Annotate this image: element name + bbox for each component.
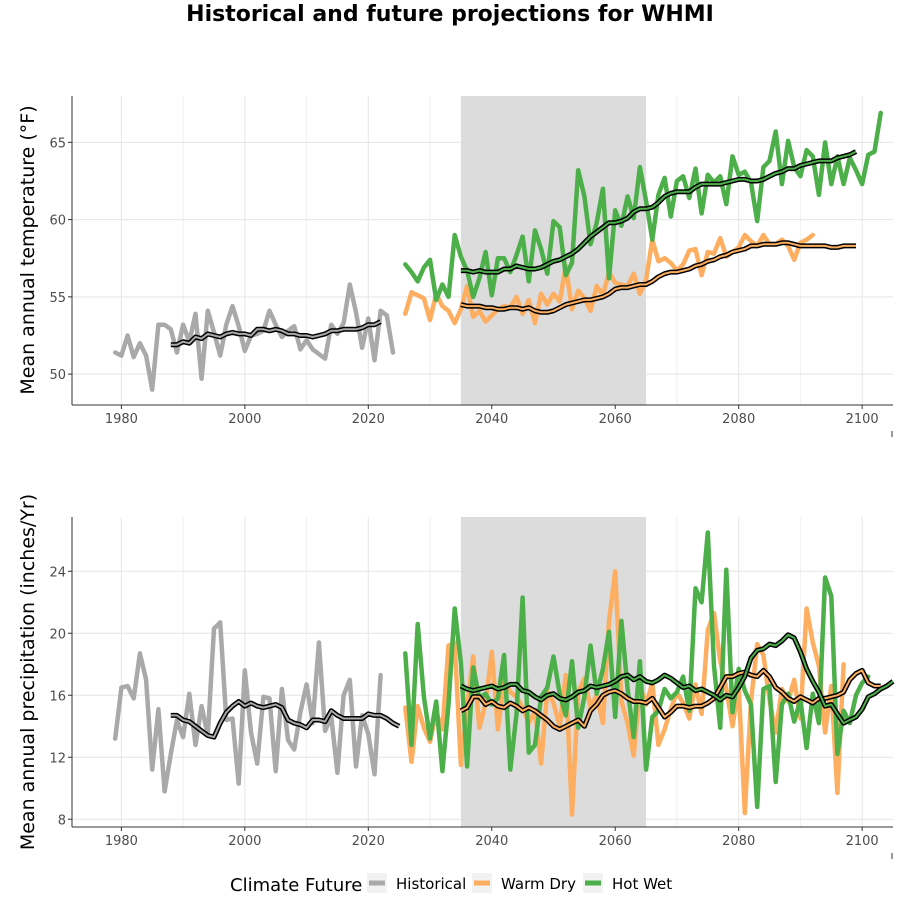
temperature-y-tick-label: 50 xyxy=(49,368,66,383)
temperature-x-tick-label: 1980 xyxy=(105,412,138,427)
precipitation-x-tick-label: 2100 xyxy=(846,834,879,849)
legend-label-hot-wet: Hot Wet xyxy=(612,875,672,893)
precipitation-x-tick-label: 2020 xyxy=(352,834,385,849)
legend-title: Climate Future xyxy=(230,875,362,896)
temperature-y-tick-label: 55 xyxy=(49,291,66,306)
temperature-smoothed-warm-dry xyxy=(460,241,856,314)
precipitation-x-tick-label: 2060 xyxy=(599,834,632,849)
legend-label-warm-dry: Warm Dry xyxy=(501,875,576,893)
temperature-x-tick-label: 2020 xyxy=(352,412,385,427)
precipitation-y-tick-label: 12 xyxy=(49,751,66,766)
temperature-panel: 1980 2000 2020 2040 2060 2080 2100 50 55 60 65 xyxy=(49,96,893,437)
temperature-reference-period xyxy=(460,96,647,405)
precipitation-series-historical xyxy=(112,620,383,794)
temperature-x-tick-label: 2060 xyxy=(599,412,632,427)
chart-title: Historical and future projections for WH… xyxy=(186,2,714,27)
temperature-series-hot-wet xyxy=(403,110,883,303)
legend-label-historical: Historical xyxy=(396,875,466,893)
temperature-y-axis-label: Mean annual temperature (°F) xyxy=(17,105,39,394)
precipitation-y-tick-label: 20 xyxy=(49,627,66,642)
temperature-smoothed-historical xyxy=(170,320,382,346)
precipitation-x-tick-label: 2000 xyxy=(228,834,261,849)
precipitation-smoothed-historical xyxy=(170,700,400,739)
precipitation-smoothed-warm-dry xyxy=(460,669,881,731)
precipitation-y-axis-label: Mean annual precipitation (inches/Yr) xyxy=(17,494,39,850)
temperature-x-tick-label: 2100 xyxy=(846,412,879,427)
precipitation-x-tick-label: 1980 xyxy=(105,834,138,849)
temperature-smoothed-hot-wet xyxy=(460,150,857,274)
temperature-y-tick-label: 65 xyxy=(49,136,66,151)
precipitation-y-tick-label: 16 xyxy=(49,689,66,704)
precipitation-x-tick-label: 2040 xyxy=(475,834,508,849)
temperature-y-tick-label: 60 xyxy=(49,214,66,229)
precipitation-x-tick-label: 2080 xyxy=(722,834,755,849)
legend: Climate Future Historical Warm Dry Hot Wet xyxy=(230,873,672,896)
precipitation-smoothed-hot-wet xyxy=(460,633,894,725)
temperature-x-tick-label: 2080 xyxy=(722,412,755,427)
temperature-x-tick-label: 2040 xyxy=(475,412,508,427)
temperature-x-tick-label: 2000 xyxy=(228,412,261,427)
precipitation-y-tick-label: 24 xyxy=(49,565,66,580)
precipitation-panel: 1980 2000 2020 2040 2060 2080 2100 8 12 16 20 24 xyxy=(49,517,895,859)
precipitation-y-tick-label: 8 xyxy=(58,813,66,828)
